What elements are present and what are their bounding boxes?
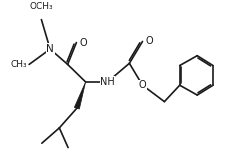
Text: NH: NH [100, 77, 115, 87]
Polygon shape [74, 82, 86, 109]
Text: CH₃: CH₃ [10, 60, 27, 69]
Text: O: O [80, 37, 87, 48]
Text: O: O [139, 80, 146, 90]
Text: OCH₃: OCH₃ [30, 2, 53, 11]
Text: O: O [145, 36, 153, 46]
Text: N: N [46, 44, 54, 54]
